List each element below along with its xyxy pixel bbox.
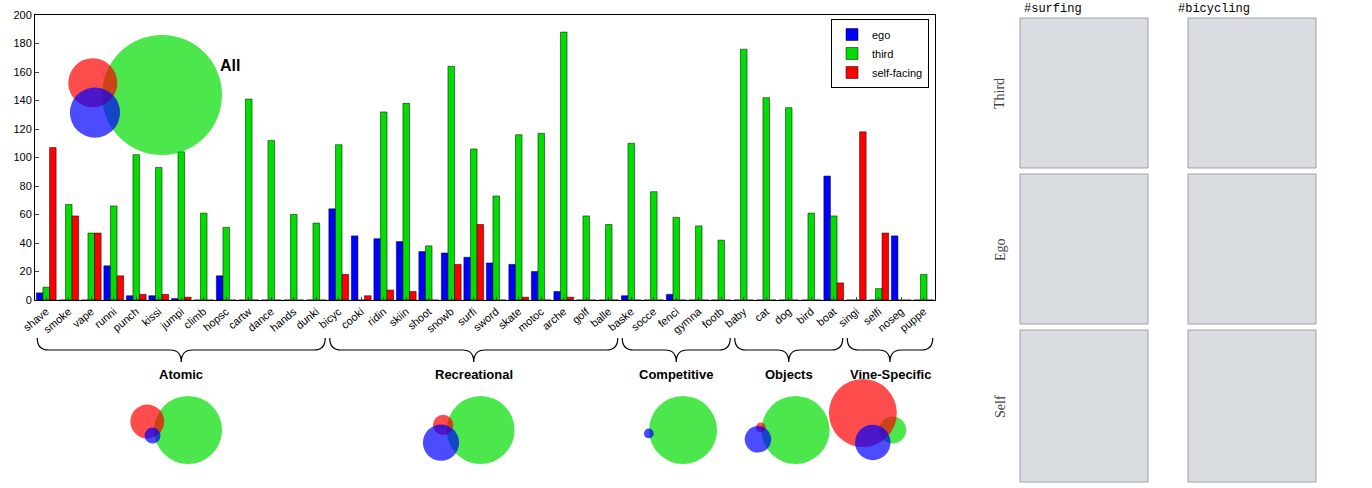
svg-text:100: 100 [13, 151, 31, 163]
svg-text:skiin: skiin [386, 305, 411, 328]
svg-text:dance: dance [245, 305, 276, 333]
svg-text:noseg: noseg [875, 305, 906, 333]
svg-text:Vine-Specific: Vine-Specific [850, 367, 931, 382]
svg-text:cooki: cooki [339, 305, 366, 331]
svg-text:200: 200 [13, 9, 31, 21]
svg-text:punch: punch [110, 305, 141, 333]
svg-text:40: 40 [20, 237, 32, 249]
svg-text:footb: footb [700, 305, 726, 330]
svg-text:vape: vape [70, 305, 96, 330]
svg-text:#bicycling: #bicycling [1178, 2, 1250, 16]
svg-text:140: 140 [13, 94, 31, 106]
svg-text:80: 80 [20, 180, 32, 192]
svg-text:balle: balle [588, 305, 614, 329]
svg-text:hopsc: hopsc [201, 305, 232, 333]
svg-text:singi: singi [836, 305, 861, 329]
svg-text:dunki: dunki [293, 305, 321, 331]
svg-text:120: 120 [13, 123, 31, 135]
svg-text:selfi: selfi [861, 305, 884, 327]
svg-text:fenci: fenci [656, 305, 682, 329]
svg-text:shoot: shoot [405, 305, 433, 331]
svg-text:dog: dog [772, 305, 794, 326]
svg-text:third: third [872, 48, 893, 60]
svg-text:160: 160 [13, 66, 31, 78]
svg-text:ridin: ridin [365, 305, 389, 328]
svg-text:kissi: kissi [139, 305, 163, 328]
svg-text:20: 20 [20, 265, 32, 277]
svg-text:All: All [220, 57, 240, 74]
svg-text:cartw: cartw [226, 305, 254, 331]
svg-text:0: 0 [26, 294, 32, 306]
svg-text:cat: cat [752, 305, 771, 324]
svg-text:skate: skate [496, 305, 524, 331]
svg-text:bicyc: bicyc [317, 305, 344, 331]
svg-text:60: 60 [20, 208, 32, 220]
svg-text:surfi: surfi [455, 305, 479, 328]
svg-text:socce: socce [629, 305, 659, 333]
svg-text:climb: climb [181, 305, 208, 331]
svg-text:arche: arche [540, 305, 569, 332]
svg-text:Objects: Objects [765, 367, 813, 382]
svg-text:#surfing: #surfing [1024, 2, 1082, 16]
svg-text:runni: runni [92, 305, 118, 330]
svg-text:puppe: puppe [897, 305, 928, 334]
svg-text:ego: ego [872, 29, 890, 41]
svg-text:hands: hands [268, 305, 299, 334]
svg-text:sword: sword [471, 305, 501, 333]
svg-text:snowb: snowb [424, 305, 456, 335]
svg-text:Atomic: Atomic [159, 367, 203, 382]
svg-text:motoc: motoc [515, 305, 546, 334]
svg-text:180: 180 [13, 37, 31, 49]
svg-text:Self: Self [993, 395, 1008, 418]
svg-text:Ego: Ego [993, 238, 1008, 261]
svg-text:Third: Third [992, 78, 1007, 109]
svg-text:baby: baby [723, 305, 749, 330]
svg-text:shave: shave [21, 305, 51, 333]
svg-text:bird: bird [794, 305, 816, 326]
svg-text:Recreational: Recreational [435, 367, 513, 382]
svg-text:Competitive: Competitive [639, 367, 713, 382]
svg-text:golf: golf [570, 305, 592, 326]
svg-text:smoke: smoke [41, 305, 74, 335]
svg-text:baske: baske [606, 305, 636, 333]
svg-text:self-facing: self-facing [872, 67, 922, 79]
svg-text:gymna: gymna [671, 305, 705, 336]
svg-text:boat: boat [814, 305, 838, 328]
svg-text:jumpi: jumpi [157, 305, 186, 332]
